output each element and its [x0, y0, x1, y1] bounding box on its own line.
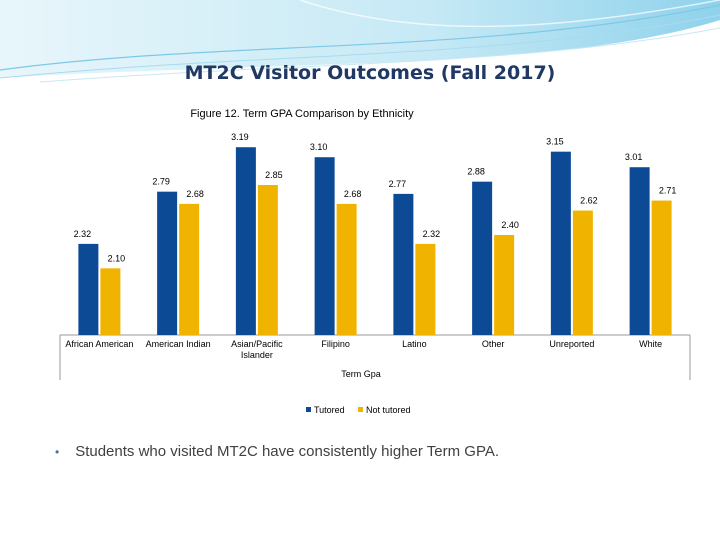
legend: Tutored Not tutored: [306, 405, 411, 415]
data-label-tutored-2: 3.19: [231, 132, 249, 142]
chart-title: Figure 12. Term GPA Comparison by Ethnic…: [190, 108, 414, 120]
bar-tutored-5: [472, 181, 493, 335]
bar-not-tutored-7: [651, 200, 672, 335]
data-label-tutored-0: 2.32: [74, 229, 92, 239]
bullet-point: • Students who visited MT2C have consist…: [55, 443, 499, 461]
bar-not-tutored-2: [257, 185, 278, 335]
x-tick-label-1: American Indian: [146, 339, 211, 349]
bar-tutored-6: [550, 151, 571, 335]
x-axis-label: Term Gpa: [341, 369, 381, 379]
bar-tutored-0: [78, 243, 99, 335]
x-tick-label-5: Other: [482, 339, 505, 349]
bar-tutored-3: [314, 157, 335, 335]
bar-tutored-1: [157, 191, 178, 335]
x-tick-label-3: Filipino: [321, 339, 350, 349]
slide-title: MT2C Visitor Outcomes (Fall 2017): [184, 62, 556, 84]
data-label-tutored-1: 2.79: [152, 177, 170, 187]
header-banner: [0, 0, 720, 83]
data-label-tutored-6: 3.15: [546, 137, 564, 147]
data-label-tutored-4: 2.77: [389, 179, 407, 189]
data-label-not-tutored-4: 2.32: [423, 229, 441, 239]
data-label-not-tutored-1: 2.68: [186, 189, 204, 199]
data-label-not-tutored-5: 2.40: [501, 220, 519, 230]
data-label-not-tutored-3: 2.68: [344, 189, 362, 199]
data-label-not-tutored-6: 2.62: [580, 196, 598, 206]
x-tick-label-6: Unreported: [549, 339, 594, 349]
legend-label-0: Tutored: [314, 405, 345, 415]
bar-not-tutored-4: [415, 243, 436, 335]
bar-not-tutored-6: [572, 210, 593, 335]
bar-not-tutored-5: [494, 235, 515, 335]
x-tick-label-7: White: [639, 339, 662, 349]
bullet-dot-icon: •: [55, 445, 60, 459]
x-tick-label-2: Asian/Pacific Islander: [231, 339, 283, 360]
bar-not-tutored-3: [336, 203, 357, 335]
x-tick-label-4: Latino: [402, 339, 427, 349]
bar-tutored-4: [393, 193, 414, 335]
legend-label-1: Not tutored: [366, 405, 411, 415]
data-label-tutored-3: 3.10: [310, 142, 328, 152]
data-label-tutored-5: 2.88: [467, 167, 485, 177]
x-tick-label-0: African American: [65, 339, 133, 349]
legend-swatch-0: [306, 407, 311, 412]
data-label-not-tutored-7: 2.71: [659, 186, 677, 196]
bar-tutored-2: [235, 147, 256, 335]
data-label-not-tutored-0: 2.10: [108, 253, 126, 263]
bullet-text: Students who visited MT2C have consisten…: [75, 443, 500, 460]
bar-tutored-7: [629, 167, 650, 335]
data-label-tutored-7: 3.01: [625, 152, 643, 162]
gpa-bar-chart: Figure 12. Term GPA Comparison by Ethnic…: [59, 108, 691, 415]
legend-swatch-1: [358, 407, 363, 412]
bar-not-tutored-0: [100, 268, 121, 335]
bar-not-tutored-1: [179, 203, 200, 335]
data-label-not-tutored-2: 2.85: [265, 170, 283, 180]
